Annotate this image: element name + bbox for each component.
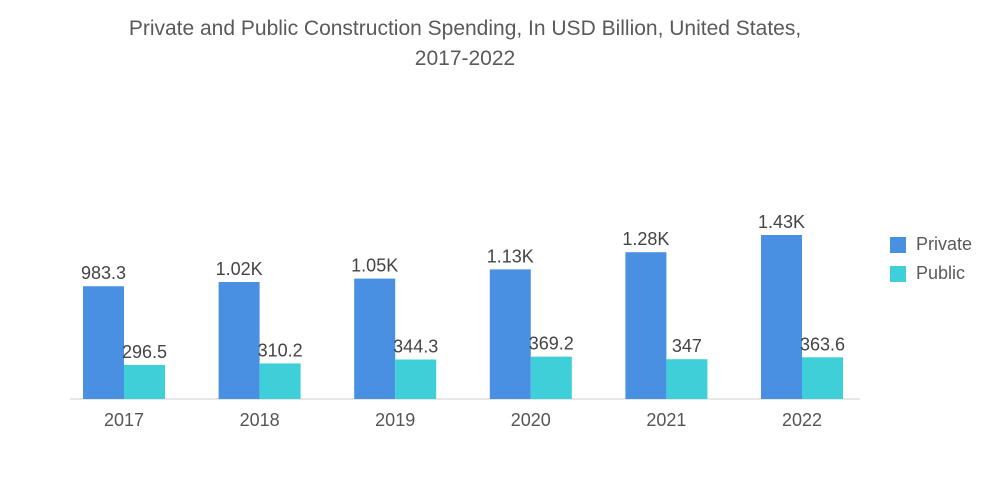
value-label-public-2022: 363.6 bbox=[800, 334, 845, 354]
value-label-private-2019: 1.05K bbox=[351, 256, 398, 276]
x-tick-label-2022: 2022 bbox=[782, 410, 822, 430]
x-tick-labels-group: 2017 2018 2019 2020 2021 2022 bbox=[104, 410, 822, 430]
value-label-private-2018: 1.02K bbox=[216, 259, 263, 279]
bar-public-2017[interactable] bbox=[124, 364, 165, 399]
value-label-public-2017: 296.5 bbox=[122, 342, 167, 362]
chart-title: Private and Public Construction Spending… bbox=[0, 14, 930, 74]
x-tick-label-2019: 2019 bbox=[375, 410, 415, 430]
bar-private-2021[interactable] bbox=[625, 252, 667, 399]
legend-swatch-private bbox=[890, 236, 906, 253]
bar-private-2020[interactable] bbox=[489, 269, 531, 399]
x-tick-label-2018: 2018 bbox=[240, 410, 280, 430]
bar-private-2022[interactable] bbox=[761, 235, 802, 399]
value-label-public-2021: 347 bbox=[672, 336, 702, 356]
x-tick-label-2021: 2021 bbox=[646, 410, 686, 430]
legend: Private Public bbox=[890, 230, 972, 288]
legend-label-private: Private bbox=[916, 234, 973, 254]
bar-private-2019[interactable] bbox=[354, 278, 396, 399]
bar-public-2021[interactable] bbox=[666, 359, 708, 399]
chart-title-line-1: Private and Public Construction Spending… bbox=[128, 17, 802, 40]
bar-public-2020[interactable] bbox=[530, 356, 572, 399]
legend-swatch-public bbox=[890, 265, 906, 282]
legend-item-private[interactable]: Private bbox=[890, 230, 972, 259]
bar-private-2018[interactable] bbox=[218, 282, 260, 399]
bar-public-2022[interactable] bbox=[802, 357, 843, 399]
x-tick-label-2020: 2020 bbox=[511, 410, 551, 430]
bars-group bbox=[83, 235, 843, 399]
chart-title-line-2: 2017-2022 bbox=[414, 47, 516, 70]
bar-public-2018[interactable] bbox=[259, 363, 301, 399]
value-label-public-2020: 369.2 bbox=[529, 334, 574, 354]
value-labels-group: 983.3 296.5 1.02K 310.2 1.05K 344.3 1.13K 369.2… bbox=[81, 212, 845, 362]
legend-label-public: Public bbox=[916, 263, 966, 283]
value-label-public-2019: 344.3 bbox=[393, 337, 438, 357]
value-label-public-2018: 310.2 bbox=[258, 340, 303, 360]
value-label-private-2020: 1.13K bbox=[487, 246, 534, 266]
value-label-private-2021: 1.28K bbox=[622, 229, 669, 249]
value-label-private-2017: 983.3 bbox=[81, 263, 126, 283]
bar-private-2017[interactable] bbox=[83, 286, 124, 399]
x-tick-label-2017: 2017 bbox=[104, 410, 144, 430]
bar-public-2019[interactable] bbox=[395, 359, 437, 399]
legend-item-public[interactable]: Public bbox=[890, 259, 972, 288]
value-label-private-2022: 1.43K bbox=[758, 212, 805, 232]
